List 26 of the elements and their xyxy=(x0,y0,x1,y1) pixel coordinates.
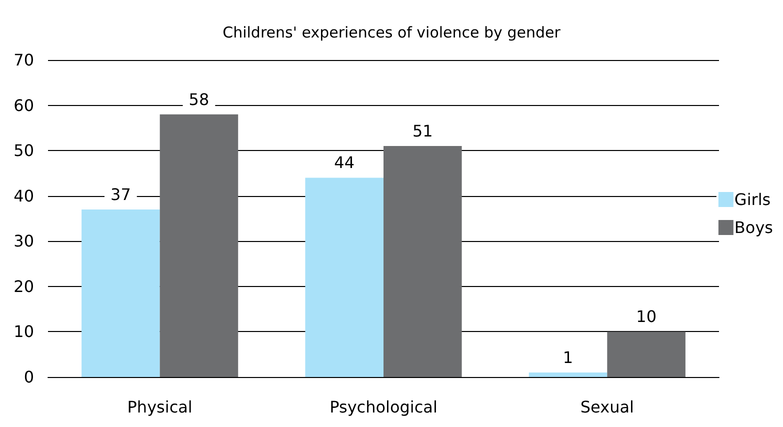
bar xyxy=(607,332,686,377)
data-label: 51 xyxy=(412,122,433,141)
y-tick-label: 10 xyxy=(14,322,34,342)
chart-title: Childrens' experiences of violence by gender xyxy=(222,24,562,42)
data-label: 58 xyxy=(188,90,210,109)
bar xyxy=(528,372,608,377)
legend-label: Boys xyxy=(734,218,774,237)
y-tick-label: 60 xyxy=(14,96,34,115)
data-label: 37 xyxy=(110,184,131,204)
y-tick-label: 70 xyxy=(14,50,34,70)
y-tick-label: 20 xyxy=(14,276,34,296)
x-tick-label: Physical xyxy=(127,398,192,416)
data-label: 1 xyxy=(562,348,574,367)
bar xyxy=(384,146,462,377)
legend-label: Girls xyxy=(734,190,771,209)
bar xyxy=(305,178,384,377)
y-tick-label: 40 xyxy=(14,186,34,206)
y-tick-label: 0 xyxy=(24,368,34,386)
x-tick-label: Sexual xyxy=(580,398,634,416)
bar xyxy=(82,209,160,377)
bar xyxy=(160,114,238,377)
y-tick-label: 30 xyxy=(14,232,34,251)
x-tick-label: Psychological xyxy=(330,398,438,416)
y-tick-label: 50 xyxy=(14,141,34,160)
data-label: 44 xyxy=(334,153,355,172)
data-label: 10 xyxy=(636,307,656,326)
